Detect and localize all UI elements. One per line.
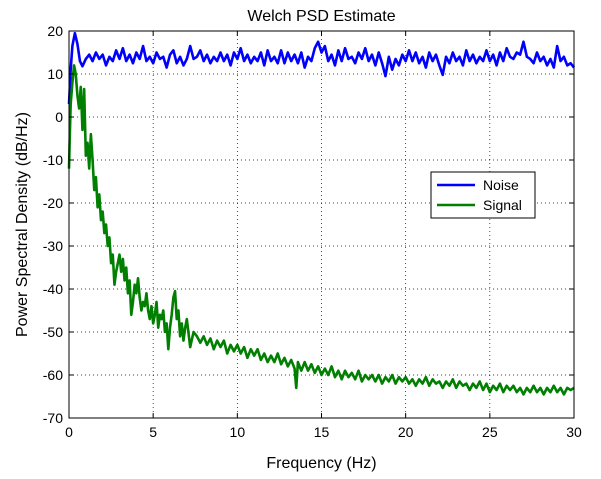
x-tick-label: 15 [314, 424, 330, 440]
axis-ticks: 0 5 10 15 20 25 30 -70 -60 -50 -40 -30 -20 -10 0 10 20 [43, 23, 582, 440]
y-tick-label: -50 [43, 324, 63, 340]
y-tick-label: 10 [47, 66, 63, 82]
x-tick-label: 30 [566, 424, 582, 440]
x-tick-label: 20 [398, 424, 414, 440]
x-axis-label: Frequency (Hz) [266, 455, 376, 472]
y-tick-label: -60 [43, 367, 63, 383]
chart-title: Welch PSD Estimate [247, 8, 395, 25]
y-tick-label: -70 [43, 410, 63, 426]
x-tick-label: 0 [65, 424, 73, 440]
legend-label-noise: Noise [483, 177, 519, 193]
series-line-noise [67, 31, 576, 105]
x-tick-label: 25 [482, 424, 498, 440]
series-line-signal [67, 64, 575, 396]
y-tick-label: 20 [47, 23, 63, 39]
x-tick-label: 10 [230, 424, 246, 440]
x-tick-label: 5 [149, 424, 157, 440]
y-tick-label: -10 [43, 152, 63, 168]
series-lines [67, 31, 576, 396]
y-tick-label: -30 [43, 238, 63, 254]
y-axis-label: Power Spectral Density (dB/Hz) [14, 112, 31, 337]
legend-label-signal: Signal [483, 197, 522, 213]
y-tick-label: -40 [43, 281, 63, 297]
y-tick-label: -20 [43, 195, 63, 211]
y-tick-label: 0 [55, 109, 63, 125]
legend-box [430, 171, 536, 219]
legend: Noise Signal [430, 171, 536, 219]
